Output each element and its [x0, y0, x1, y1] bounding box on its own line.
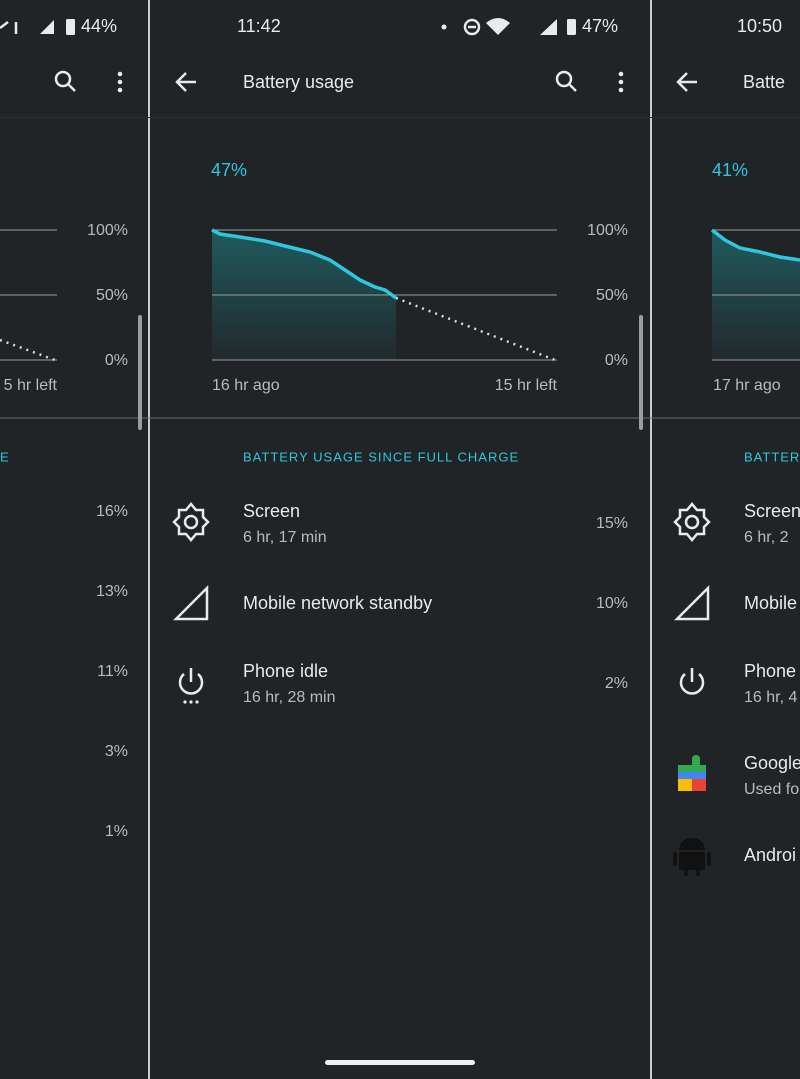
divider: [148, 0, 150, 1079]
play-services-icon: [678, 755, 706, 791]
axis-label: 0%: [605, 352, 628, 369]
item-percent: 15%: [596, 515, 628, 532]
item-percent: 10%: [596, 595, 628, 612]
axis-label: 100%: [587, 222, 628, 239]
screen-icon: [673, 502, 711, 542]
toolbar-shadow: [0, 117, 800, 118]
mobile-item[interactable]: Mobile network standby 10%: [172, 584, 628, 621]
item-percent: 1%: [105, 823, 128, 840]
wifi-icon: [486, 18, 510, 35]
idle-item[interactable]: Phone idle 16 hr, 28 min 2%: [178, 661, 628, 706]
item-name: Google: [744, 753, 800, 773]
section-header: BATTER: [744, 449, 800, 464]
signal-icon: [540, 19, 557, 35]
android-icon: [673, 838, 711, 876]
idle-icon: [679, 668, 705, 695]
time-label: 17 hr ago: [713, 377, 781, 394]
battery-level: 47%: [211, 160, 247, 180]
back-button[interactable]: [175, 72, 196, 92]
screen-item[interactable]: Screen 6 hr, 17 min 15%: [172, 501, 628, 546]
item-name: Phone idle: [243, 661, 328, 681]
item-name: Mobile network standby: [243, 593, 432, 613]
search-icon[interactable]: [555, 70, 577, 92]
time-label: 16 hr ago: [212, 377, 280, 394]
center-panel: 11:42 47% Battery usage 47% 100% 50% 0% …: [172, 16, 643, 1065]
item-detail: 6 hr, 2: [744, 529, 789, 546]
battery-icon: [66, 19, 75, 35]
battery-percent: 47%: [582, 16, 618, 36]
left-panel: 44% 100% 50% 0% 5 hr left E 16% 13% 11% …: [0, 16, 142, 840]
clock: 11:42: [237, 16, 281, 36]
item-detail: 16 hr, 28 min: [243, 689, 336, 706]
usage-line: [211, 228, 398, 300]
toolbar-title: Batte: [743, 72, 785, 92]
time-label: 15 hr left: [495, 377, 558, 394]
back-button[interactable]: [676, 72, 697, 92]
divider: [650, 0, 652, 1079]
item-name: Phone: [744, 661, 796, 681]
item-detail: 6 hr, 17 min: [243, 529, 327, 546]
time-label: 5 hr left: [4, 377, 58, 394]
clock: 10:50: [737, 16, 782, 36]
section-header: E: [0, 449, 10, 464]
item-name: Screen: [243, 501, 300, 521]
item-name: Androi: [744, 845, 796, 865]
usage-line: [710, 228, 800, 262]
more-icon[interactable]: [618, 71, 624, 93]
scrollbar: [138, 315, 142, 430]
battery-level: 41%: [712, 160, 748, 180]
scrollbar: [639, 315, 643, 430]
item-percent: 3%: [105, 743, 128, 760]
more-icon[interactable]: [117, 71, 123, 93]
notification-dot: [441, 24, 447, 30]
projection: [0, 338, 56, 362]
screen-icon: [684, 514, 700, 530]
search-icon[interactable]: [54, 70, 76, 92]
item-name: Screen: [744, 501, 800, 521]
battery-icon: [567, 19, 576, 35]
mobile-icon: [673, 584, 710, 621]
dnd-icon: [463, 18, 481, 36]
axis-label: 100%: [87, 222, 128, 239]
item-percent: 11%: [97, 663, 128, 680]
item-percent: 13%: [96, 583, 128, 600]
axis-label: 50%: [96, 287, 128, 304]
item-name: Mobile: [744, 593, 797, 613]
right-panel: 10:50 Batte 41% 17 hr ago BATTER Screen …: [673, 16, 800, 876]
item-percent: 2%: [605, 675, 628, 692]
axis-label: 50%: [596, 287, 628, 304]
toolbar-title: Battery usage: [243, 72, 354, 92]
item-detail: 16 hr, 4: [744, 689, 797, 706]
projection: [395, 296, 556, 362]
item-percent: 16%: [96, 503, 128, 520]
signal-icon: [40, 20, 54, 34]
nav-handle[interactable]: [325, 1060, 475, 1065]
axis-label: 0%: [105, 352, 128, 369]
section-header: BATTERY USAGE SINCE FULL CHARGE: [243, 449, 519, 464]
item-detail: Used fo: [744, 781, 799, 798]
battery-percent: 44%: [81, 16, 117, 36]
wifi-icon: [0, 21, 18, 34]
